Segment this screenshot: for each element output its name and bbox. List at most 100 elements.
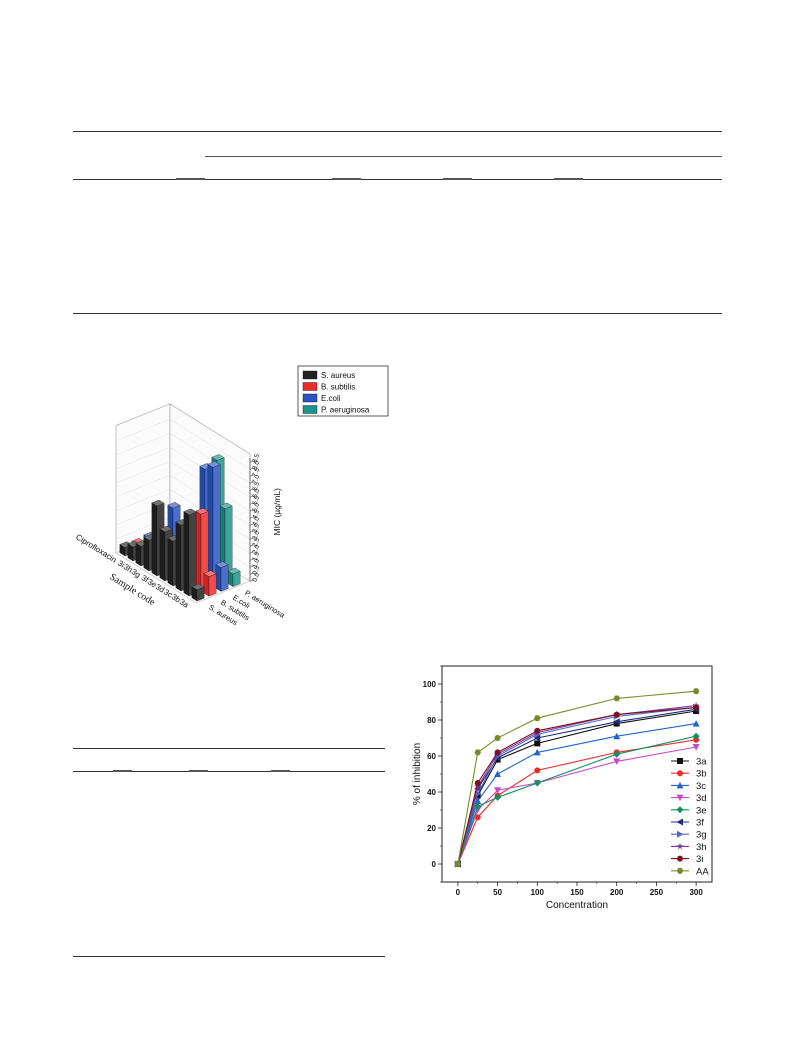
x-tick-label: 0: [456, 888, 461, 897]
series-line: [457, 706, 697, 865]
legend-label: 3b: [696, 769, 707, 780]
table1-column-mark: [554, 178, 583, 180]
data-point: [474, 780, 481, 786]
x-tick-label: 200: [610, 888, 624, 897]
chart-grid-line: [115, 419, 251, 470]
data-point: [692, 732, 700, 740]
z-tick-label: 3.5: [251, 523, 261, 534]
data-point: [534, 740, 541, 747]
bar-top-face: [183, 508, 197, 515]
data-point: [693, 704, 700, 711]
bar-front-face: [167, 537, 174, 587]
z-tick-label: 1.0: [251, 558, 261, 569]
z-tick: [249, 502, 255, 505]
data-point: [474, 807, 482, 814]
data-point: [474, 782, 482, 790]
y-tick-label: 80: [427, 716, 436, 725]
series-line: [457, 708, 697, 865]
legend-label: 3e: [696, 805, 707, 816]
data-point: [613, 718, 620, 726]
bar-top-face: [227, 567, 241, 575]
data-point: [613, 758, 621, 765]
table2-column-mark: [113, 770, 132, 772]
bar-front-face: [207, 463, 214, 587]
data-point: [494, 735, 501, 741]
data-point: [613, 695, 620, 702]
chart-3d-bars: [119, 454, 241, 602]
mic-3d-bar-chart: 3a 3b 3c 3d 3e 3f 3g 3h 3i Ciprofloxacin Sample co…: [70, 358, 390, 628]
legend-marker: [676, 781, 684, 789]
legend-label: 3c: [696, 781, 706, 792]
category-tick-label: 3d: [154, 582, 166, 594]
bar-top-face: [207, 461, 221, 468]
data-point: [613, 750, 621, 758]
legend-marker: [676, 794, 684, 802]
category-tick-label: 3i: [116, 559, 126, 570]
data-point: [494, 770, 502, 777]
bar-front-face: [175, 521, 182, 592]
legend-label: S. aureus: [321, 371, 355, 380]
table2-top-rule: [73, 748, 385, 749]
bar-front-face: [215, 564, 222, 592]
legend-marker: [677, 830, 684, 838]
category-tick-label: 3f: [140, 573, 151, 585]
z-tick: [249, 509, 255, 512]
z-tick: [249, 474, 255, 477]
data-point: [494, 787, 502, 794]
series-3h: [454, 701, 700, 868]
legend-label: 3a: [696, 757, 707, 768]
y-tick-label: 60: [427, 752, 436, 761]
bar-top-face: [203, 570, 217, 577]
bar-top-face: [215, 561, 229, 568]
line-chart-axes: 0 50 100 150 200 250 300020406080100Concentrat…: [412, 665, 703, 911]
series-3a: [454, 708, 700, 867]
series-line: [457, 710, 697, 865]
z-tick-label: 7.0: [251, 474, 261, 485]
series-line: [457, 690, 697, 865]
table1-column-mark: [176, 178, 205, 180]
inhibition-line-chart-svg: 0 50 100 150 200 250 300020406080100Concentrat…: [412, 665, 713, 911]
legend-label: B. subtilis: [321, 383, 355, 392]
data-point: [474, 749, 481, 756]
data-point: [693, 736, 700, 743]
y-tick-label: 20: [427, 824, 436, 833]
legend-swatch: [302, 370, 318, 380]
table2-header-bottom-rule: [73, 771, 385, 772]
bar-top-face: [151, 499, 165, 507]
z-tick: [249, 544, 255, 547]
z-tick: [249, 530, 255, 533]
z-tick: [249, 565, 255, 568]
data-point: [474, 802, 482, 810]
legend-label: 3d: [696, 793, 707, 804]
legend-label: 3g: [696, 830, 707, 841]
category-tick-label: Ciprofloxacin: [74, 532, 118, 564]
series-aa: [454, 688, 700, 867]
legend-swatch: [302, 405, 318, 414]
z-tick: [249, 579, 255, 582]
z-tick: [249, 460, 255, 463]
bar-e-coli-3a: [215, 561, 229, 592]
y-tick-label: 40: [427, 788, 436, 797]
table1-top-rule: [73, 131, 722, 132]
bar-side-face: [220, 564, 229, 592]
table1-bottom-rule: [73, 313, 722, 314]
z-tick-label: 4.0: [251, 516, 261, 527]
plot-frame: [441, 665, 713, 883]
z-tick: [249, 488, 255, 491]
bar-front-face: [195, 510, 202, 592]
table1-header-subrule: [205, 156, 722, 157]
data-point: [474, 797, 482, 804]
z-tick: [249, 495, 255, 498]
legend-marker: [677, 855, 683, 862]
chart-3d-z-axis: 0.00.51.01.52.02.53.03.54.04.55.05.56.06…: [249, 453, 282, 583]
data-point: [534, 767, 541, 774]
data-point: [692, 720, 700, 727]
data-point: [692, 744, 700, 751]
data-point: [534, 727, 541, 734]
z-tick-label: 0.0: [251, 572, 261, 583]
legend-marker: [676, 867, 684, 874]
bar-top-face: [191, 583, 205, 590]
z-tick-label: 3.0: [251, 530, 261, 541]
z-tick: [249, 537, 255, 540]
